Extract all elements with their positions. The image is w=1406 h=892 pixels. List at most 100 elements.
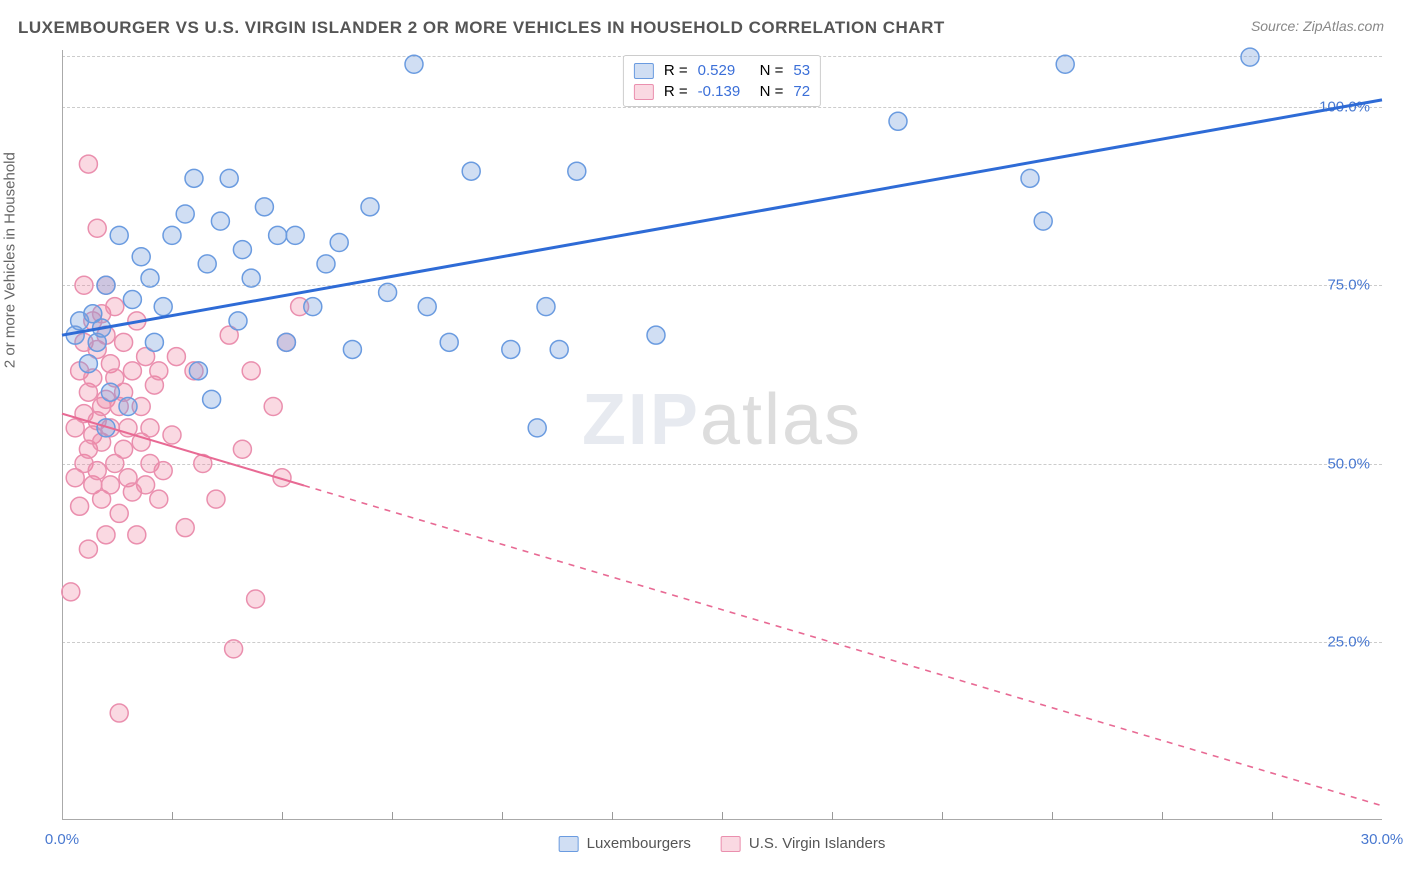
data-point bbox=[137, 476, 155, 494]
data-point bbox=[304, 298, 322, 316]
data-point bbox=[154, 462, 172, 480]
data-point bbox=[418, 298, 436, 316]
data-point bbox=[211, 212, 229, 230]
n-value-2: 72 bbox=[793, 83, 810, 100]
legend-label-usvi: U.S. Virgin Islanders bbox=[749, 835, 885, 852]
scatter-svg bbox=[62, 50, 1382, 820]
data-point bbox=[123, 291, 141, 309]
chart-container: LUXEMBOURGER VS U.S. VIRGIN ISLANDER 2 O… bbox=[0, 0, 1406, 892]
r-label-1: R = bbox=[664, 62, 688, 79]
data-point bbox=[203, 390, 221, 408]
data-point bbox=[269, 226, 287, 244]
data-point bbox=[150, 362, 168, 380]
r-value-1: 0.529 bbox=[698, 62, 750, 79]
data-point bbox=[88, 462, 106, 480]
data-point bbox=[286, 226, 304, 244]
data-point bbox=[189, 362, 207, 380]
data-point bbox=[405, 55, 423, 73]
data-point bbox=[1021, 169, 1039, 187]
x-tick-30: 30.0% bbox=[1361, 831, 1404, 848]
legend-row-1: R = 0.529 N = 53 bbox=[634, 60, 810, 81]
swatch-blue bbox=[634, 63, 654, 79]
data-point bbox=[1056, 55, 1074, 73]
data-point bbox=[62, 583, 80, 601]
data-point bbox=[537, 298, 555, 316]
data-point bbox=[317, 255, 335, 273]
data-point bbox=[176, 205, 194, 223]
data-point bbox=[71, 497, 89, 515]
data-point bbox=[647, 326, 665, 344]
legend-item-lux: Luxembourgers bbox=[559, 835, 691, 852]
data-point bbox=[106, 298, 124, 316]
swatch-pink-2 bbox=[721, 836, 741, 852]
swatch-blue-2 bbox=[559, 836, 579, 852]
data-point bbox=[75, 276, 93, 294]
data-point bbox=[207, 490, 225, 508]
source-label: Source: ZipAtlas.com bbox=[1251, 18, 1384, 34]
data-point bbox=[343, 340, 361, 358]
data-point bbox=[176, 519, 194, 537]
plot-area: ZIPatlas 25.0%50.0%75.0%100.0% R = 0.529… bbox=[62, 50, 1382, 820]
legend-row-2: R = -0.139 N = 72 bbox=[634, 81, 810, 102]
data-point bbox=[163, 226, 181, 244]
data-point bbox=[115, 440, 133, 458]
data-point bbox=[502, 340, 520, 358]
n-value-1: 53 bbox=[793, 62, 810, 79]
data-point bbox=[440, 333, 458, 351]
data-point bbox=[110, 704, 128, 722]
data-point bbox=[97, 276, 115, 294]
data-point bbox=[101, 476, 119, 494]
data-point bbox=[229, 312, 247, 330]
data-point bbox=[141, 419, 159, 437]
data-point bbox=[330, 234, 348, 252]
data-point bbox=[242, 362, 260, 380]
data-point bbox=[462, 162, 480, 180]
legend-item-usvi: U.S. Virgin Islanders bbox=[721, 835, 885, 852]
data-point bbox=[79, 355, 97, 373]
r-value-2: -0.139 bbox=[698, 83, 750, 100]
data-point bbox=[220, 169, 238, 187]
r-label-2: R = bbox=[664, 83, 688, 100]
data-point bbox=[154, 298, 172, 316]
data-point bbox=[132, 248, 150, 266]
data-point bbox=[889, 112, 907, 130]
data-point bbox=[568, 162, 586, 180]
data-point bbox=[101, 383, 119, 401]
data-point bbox=[1034, 212, 1052, 230]
data-point bbox=[163, 426, 181, 444]
chart-title: LUXEMBOURGER VS U.S. VIRGIN ISLANDER 2 O… bbox=[18, 18, 945, 38]
data-point bbox=[123, 362, 141, 380]
data-point bbox=[110, 226, 128, 244]
data-point bbox=[167, 348, 185, 366]
data-point bbox=[79, 155, 97, 173]
data-point bbox=[225, 640, 243, 658]
data-point bbox=[185, 169, 203, 187]
data-point bbox=[128, 526, 146, 544]
data-point bbox=[247, 590, 265, 608]
data-point bbox=[233, 440, 251, 458]
data-point bbox=[141, 269, 159, 287]
data-point bbox=[88, 219, 106, 237]
data-point bbox=[97, 526, 115, 544]
data-point bbox=[242, 269, 260, 287]
data-point bbox=[361, 198, 379, 216]
data-point bbox=[115, 333, 133, 351]
trend-line bbox=[62, 100, 1382, 335]
n-label-2: N = bbox=[760, 83, 784, 100]
y-axis-label: 2 or more Vehicles in Household bbox=[2, 152, 19, 368]
data-point bbox=[119, 397, 137, 415]
swatch-pink bbox=[634, 84, 654, 100]
data-point bbox=[255, 198, 273, 216]
data-point bbox=[528, 419, 546, 437]
x-tick-0: 0.0% bbox=[45, 831, 79, 848]
data-point bbox=[550, 340, 568, 358]
data-point bbox=[264, 397, 282, 415]
data-point bbox=[145, 333, 163, 351]
data-point bbox=[1241, 48, 1259, 66]
data-point bbox=[379, 283, 397, 301]
n-label-1: N = bbox=[760, 62, 784, 79]
correlation-legend: R = 0.529 N = 53 R = -0.139 N = 72 bbox=[623, 55, 821, 107]
data-point bbox=[79, 540, 97, 558]
data-point bbox=[150, 490, 168, 508]
trend-line-extrapolated bbox=[304, 486, 1382, 806]
